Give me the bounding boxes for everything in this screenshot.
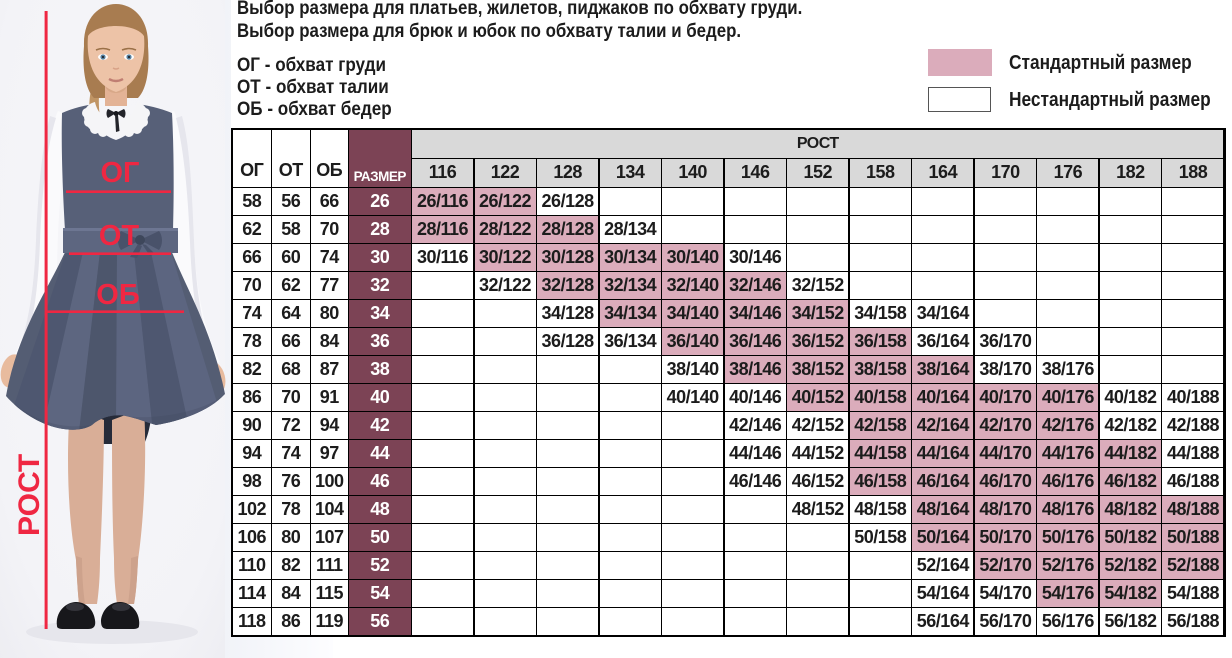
svg-text:ОБ: ОБ xyxy=(96,279,139,311)
svg-text:ОТ: ОТ xyxy=(99,220,140,252)
svg-text:РОСТ: РОСТ xyxy=(13,454,46,536)
svg-text:ОГ: ОГ xyxy=(101,157,140,189)
